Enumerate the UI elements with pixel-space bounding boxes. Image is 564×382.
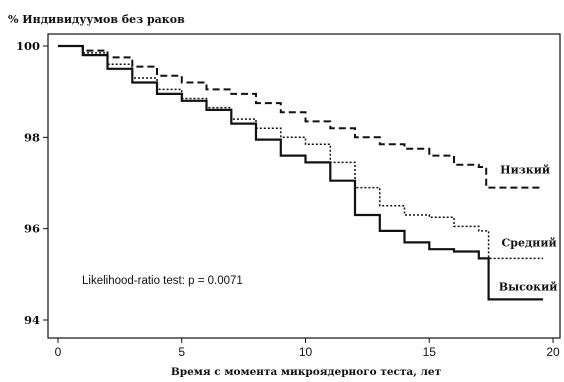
- series-line-solid: [58, 44, 544, 301]
- x-axis-label: Время с момента микроядерного теста, лет: [171, 366, 442, 378]
- likelihood-ratio-annotation: Likelihood-ratio test: p = 0.0071: [82, 275, 243, 287]
- y-tick-label: 100: [16, 39, 40, 53]
- series-line-dashed: [58, 45, 544, 189]
- y-tick-label: 96: [24, 222, 40, 236]
- x-tick-label: 10: [299, 345, 313, 359]
- series-label: Средний: [502, 236, 557, 249]
- y-tick-label: 98: [24, 130, 40, 144]
- plot-frame: [47, 33, 561, 339]
- chart-title: % Индивидуумов без раков: [8, 13, 185, 26]
- x-tick-label: 0: [55, 345, 62, 359]
- y-tick-label: 94: [24, 313, 40, 327]
- series-label: Высокий: [499, 280, 558, 293]
- x-tick-label: 5: [178, 345, 185, 359]
- x-tick-label: 20: [546, 345, 560, 359]
- series-label: Низкий: [500, 164, 550, 177]
- x-tick-label: 15: [423, 345, 437, 359]
- series-line-dotted: [58, 45, 544, 260]
